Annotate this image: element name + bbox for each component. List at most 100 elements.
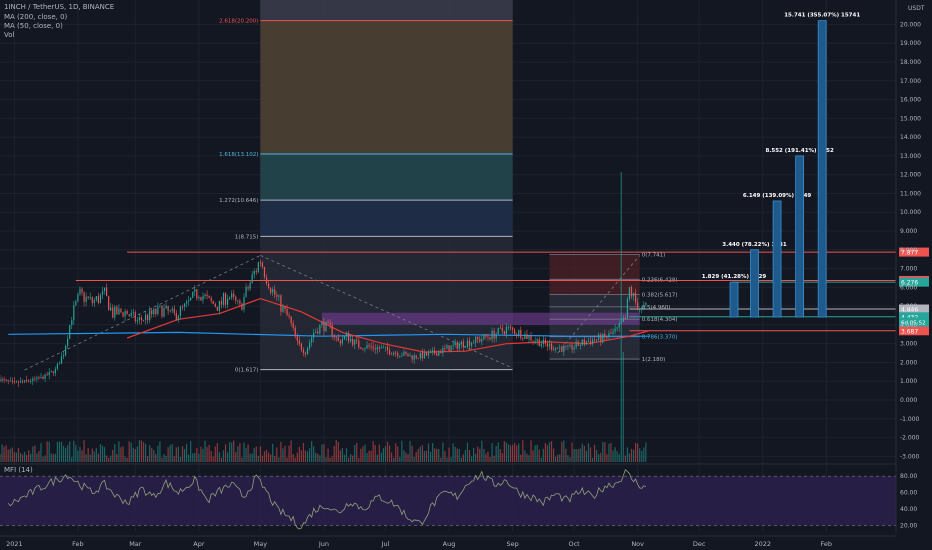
candle-body xyxy=(24,380,26,382)
volume-bar xyxy=(192,453,194,462)
time-tick-label: Nov xyxy=(631,540,644,548)
candle-body xyxy=(397,353,399,357)
volume-bar xyxy=(546,445,549,462)
candle-body xyxy=(501,327,503,332)
volume-bar xyxy=(499,448,501,462)
candle-body xyxy=(546,343,549,347)
price-tick-label: 10.000 xyxy=(900,209,921,216)
volume-bar xyxy=(337,441,339,462)
price-tick-label: 12.000 xyxy=(900,172,921,179)
volume-bar xyxy=(155,453,157,462)
volume-bar xyxy=(249,453,251,462)
candle-body xyxy=(122,312,124,317)
volume-bar xyxy=(54,453,56,462)
volume-bar xyxy=(593,445,596,462)
candle-body xyxy=(26,380,28,382)
time-tick-label: Jul xyxy=(381,540,390,548)
projection-bar xyxy=(772,200,782,318)
candle-body xyxy=(38,377,40,379)
volume-bar xyxy=(157,445,159,462)
candle-body xyxy=(151,310,153,315)
candle-body xyxy=(339,340,341,344)
candle-body xyxy=(183,303,186,307)
volume-bar xyxy=(616,451,618,462)
candle-body xyxy=(598,334,600,340)
indicator-volume-label[interactable]: Vol xyxy=(4,31,15,39)
volume-bar xyxy=(397,446,399,462)
volume-bar xyxy=(370,450,372,462)
volume-bar xyxy=(247,444,249,462)
candle-body xyxy=(161,305,163,317)
indicator-ma200-label[interactable]: MA (200, close, 0) xyxy=(4,13,68,21)
candle-body xyxy=(290,316,292,324)
price-tag-box xyxy=(899,326,929,336)
volume-bar xyxy=(9,448,11,462)
volume-bar xyxy=(13,451,15,462)
volume-bar xyxy=(395,443,397,462)
price-axis[interactable]: -3.000 -2.000 -1.000 0.000 1.000 2.000 3.000 4.… xyxy=(895,0,921,532)
volume-bar xyxy=(153,450,155,462)
candle-body xyxy=(147,314,149,321)
volume-bar xyxy=(573,449,575,462)
indicator-ma50-label[interactable]: MA (50, close, 0) xyxy=(4,22,63,30)
candle-body xyxy=(382,347,385,349)
volume-bar xyxy=(612,450,614,462)
volume-bar xyxy=(270,454,272,462)
candle-body xyxy=(106,287,108,297)
candle-body xyxy=(46,374,48,376)
symbol-title[interactable]: 1INCH / TetherUS, 1D, BINANCE xyxy=(4,3,115,11)
volume-bar xyxy=(555,456,557,462)
candle-body xyxy=(149,310,151,321)
volume-bar xyxy=(417,448,419,462)
candle-body xyxy=(142,320,145,321)
volume-bar xyxy=(362,446,364,462)
price-tag-text: 6.276 xyxy=(901,280,918,287)
projection-label: 15.741 (355.07%) 15741 xyxy=(784,13,860,19)
price-tick-label: 14.000 xyxy=(900,134,921,141)
volume-bar xyxy=(93,451,95,462)
candle-body xyxy=(335,337,337,339)
candle-body xyxy=(550,343,553,350)
time-axis[interactable]: 2021 Feb Mar Apr May Jun Jul Aug Sep Oct Nov Dec 202… xyxy=(0,535,896,548)
candle-body xyxy=(32,378,34,381)
price-tick-label: 3.000 xyxy=(900,341,917,348)
candle-body xyxy=(337,337,339,341)
volume-bar xyxy=(97,453,100,462)
candle-body xyxy=(101,291,104,295)
volume-bar xyxy=(501,453,503,462)
volume-bar xyxy=(19,453,22,462)
fib-level-label: 2.618(20.200) xyxy=(219,19,258,25)
fib-level-label: 0(1.617) xyxy=(235,368,259,374)
fib-zone-top xyxy=(260,0,513,21)
candle-body xyxy=(0,379,1,381)
volume-bar xyxy=(263,451,266,462)
candle-body xyxy=(321,321,323,325)
candle-body xyxy=(69,324,71,339)
candle-body xyxy=(448,345,450,352)
candle-body xyxy=(470,342,473,346)
volume-bar xyxy=(65,447,67,462)
candle-body xyxy=(93,300,95,304)
candle-body xyxy=(477,336,479,340)
mfi-title[interactable]: MFI (14) xyxy=(4,466,33,474)
candle-body xyxy=(212,300,214,304)
candle-body xyxy=(567,345,569,347)
candle-body xyxy=(376,347,378,350)
volume-bar xyxy=(372,441,374,462)
volume-bar xyxy=(239,443,241,462)
time-tick-label: 2021 xyxy=(6,540,23,548)
volume-bar xyxy=(528,455,530,462)
volume-bar xyxy=(540,457,542,462)
time-tick-label: Feb xyxy=(72,540,84,548)
volume-bar xyxy=(44,455,46,462)
candle-body xyxy=(628,286,631,299)
volume-bar xyxy=(335,440,337,462)
volume-bar xyxy=(226,452,229,462)
candle-body xyxy=(475,336,477,343)
candle-body xyxy=(216,306,218,311)
candle-body xyxy=(175,312,177,320)
projection-bar xyxy=(729,281,739,318)
candles[interactable] xyxy=(0,259,647,388)
candle-body xyxy=(67,338,69,346)
volume-bar xyxy=(321,444,323,462)
